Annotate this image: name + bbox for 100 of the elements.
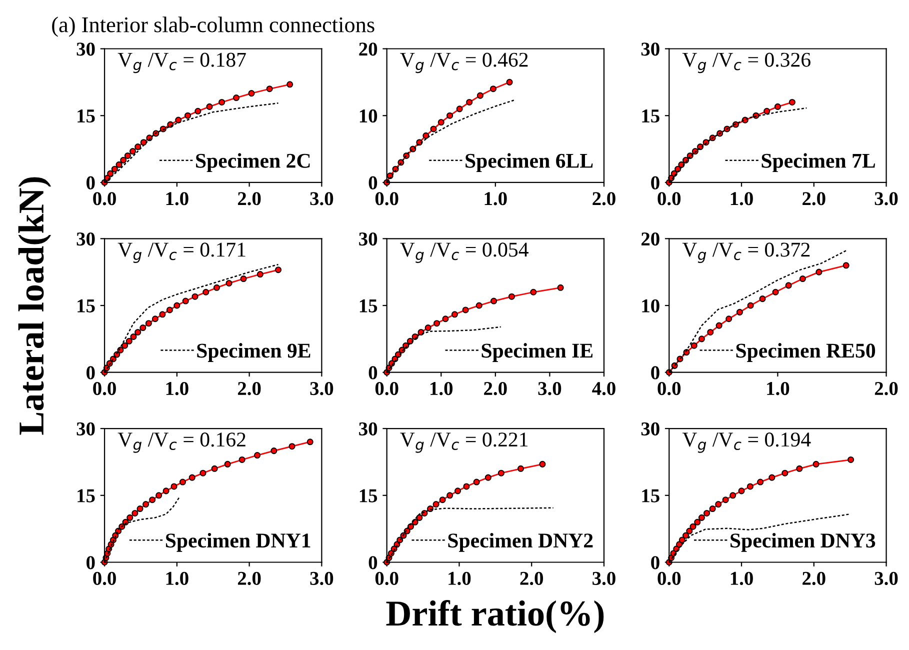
x-tick-label: 1.0	[166, 572, 188, 586]
x-tick-label: 1.0	[484, 192, 507, 206]
point	[463, 483, 470, 490]
point	[274, 266, 282, 274]
point	[715, 501, 722, 508]
point	[726, 316, 732, 322]
point	[764, 108, 770, 114]
point	[426, 505, 434, 512]
point	[430, 126, 437, 132]
point	[799, 275, 806, 282]
x-tick-label: 3.0	[310, 572, 334, 586]
y-tick-label: 30	[359, 232, 378, 246]
point	[194, 108, 202, 114]
point	[746, 483, 754, 490]
annotation: V$_{g}$ /V$_{c}$ = 0.326	[682, 52, 810, 74]
x-tick-label: 0.0	[93, 382, 116, 396]
point	[476, 92, 484, 99]
x-tick-label: 2.0	[520, 572, 544, 586]
x-tick-label: 2.0	[802, 572, 826, 586]
point	[539, 460, 546, 468]
x-tick-label: 3.0	[310, 192, 334, 206]
point	[306, 438, 314, 446]
point	[736, 308, 743, 316]
point	[159, 311, 166, 318]
point	[224, 460, 231, 468]
point	[142, 501, 150, 508]
point	[490, 86, 496, 92]
point	[126, 338, 132, 344]
y-tick-label: 20	[641, 232, 660, 246]
point	[690, 342, 698, 349]
x-tick-label: 2.0	[238, 192, 261, 206]
point	[557, 284, 564, 291]
x-tick-label: 0.0	[375, 572, 398, 586]
legend-label: Specimen 9E	[197, 343, 310, 362]
y-tick-label: 15	[642, 489, 660, 502]
x-tick-label: 1.0	[166, 192, 188, 206]
point	[145, 320, 152, 327]
point	[213, 284, 220, 291]
point	[682, 532, 690, 539]
point	[240, 275, 247, 282]
point	[508, 293, 515, 300]
point	[422, 132, 430, 139]
point	[286, 81, 294, 88]
x-tick-label: 0.0	[375, 382, 398, 396]
point	[462, 306, 469, 314]
point	[166, 306, 173, 314]
point	[156, 492, 162, 499]
point	[124, 152, 131, 159]
point	[788, 98, 796, 106]
x-tick-label: 0.0	[93, 572, 116, 586]
point	[432, 501, 440, 508]
point	[848, 456, 854, 463]
point	[442, 316, 449, 322]
y-tick-label: 0	[86, 176, 95, 190]
point	[134, 144, 142, 150]
y-tick-label: 0	[651, 366, 660, 380]
legend-label: Specimen 7L	[762, 153, 875, 172]
point	[530, 288, 537, 296]
point	[162, 488, 170, 494]
point	[709, 505, 716, 512]
point	[476, 302, 482, 309]
point	[111, 166, 118, 172]
y-tick-label: 15	[78, 489, 95, 502]
legend-label: Specimen DNY2	[448, 532, 593, 552]
point	[126, 514, 134, 521]
legend-label: Specimen 2C	[196, 153, 310, 172]
point	[772, 288, 779, 296]
point	[136, 505, 144, 512]
y-tick-label: 0	[368, 366, 378, 380]
y-tick-label: 0	[86, 556, 95, 570]
y-tick-label: 10	[360, 109, 378, 123]
point	[256, 271, 264, 278]
point	[842, 262, 850, 269]
annotation: V$_{g}$ /V$_{c}$ = 0.372	[682, 242, 810, 263]
x-tick-label: 1.0	[448, 572, 471, 586]
point	[140, 324, 146, 332]
point	[785, 282, 792, 289]
point	[175, 116, 182, 124]
point	[416, 514, 423, 521]
point	[122, 342, 128, 349]
point	[454, 488, 462, 494]
point	[694, 518, 701, 526]
y-tick-label: 0	[651, 176, 660, 190]
point	[747, 302, 754, 309]
point	[456, 106, 463, 112]
x-tick-label: 2.0	[484, 382, 507, 396]
x-tick-label: 1.0	[430, 382, 453, 396]
y-tick-label: 10	[642, 299, 660, 312]
legend-label: Specimen DNY3	[730, 532, 876, 552]
point	[506, 78, 513, 86]
x-tick-label: 1.0	[730, 572, 753, 586]
annotation: V$_{g}$ /V$_{c}$ = 0.171	[118, 242, 246, 263]
point	[179, 478, 186, 486]
point	[152, 316, 158, 322]
y-tick-label: 15	[642, 110, 660, 123]
y-tick-label: 0	[368, 556, 378, 570]
annotation: V$_{g}$ /V$_{c}$ = 0.221	[400, 432, 528, 453]
y-tick-label: 0	[651, 556, 660, 570]
point	[120, 156, 127, 164]
x-tick-label: 3.0	[874, 572, 898, 586]
